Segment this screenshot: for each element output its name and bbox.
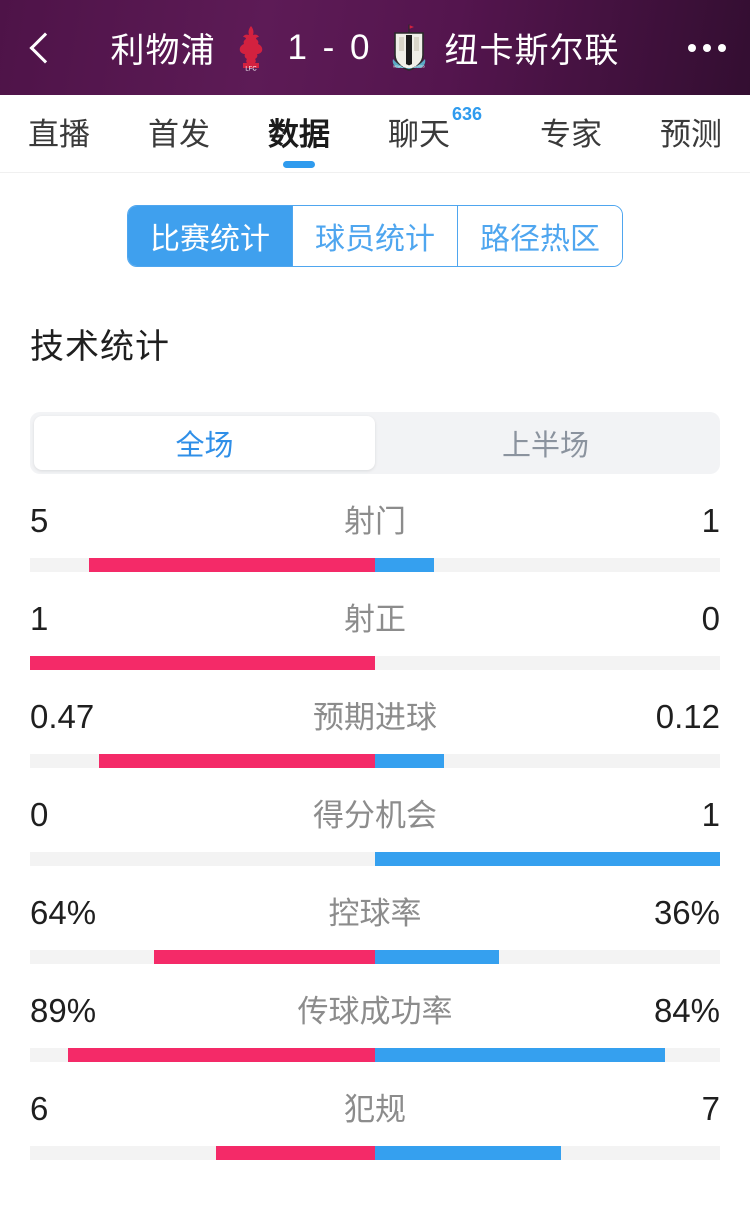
stat-away-value: 84%	[653, 992, 720, 1029]
stat-row: 1 射正 0	[0, 594, 750, 670]
stat-header: 89% 传球成功率 84%	[30, 986, 720, 1040]
stat-header: 0 得分机会 1	[30, 790, 720, 844]
stat-bar-track	[30, 754, 720, 768]
stat-bar-home	[154, 950, 375, 964]
stat-bar-away	[375, 852, 720, 866]
stat-away-value: 0.12	[655, 698, 720, 735]
stat-bar-home	[88, 558, 375, 572]
stat-bar-away	[375, 1048, 665, 1062]
stat-row: 0 得分机会 1	[0, 790, 750, 866]
tab-prediction[interactable]: 预测	[658, 97, 724, 170]
score-value: 1 - 0	[287, 27, 373, 67]
period-toggle: 全场 上半场	[30, 412, 720, 474]
stat-bar-home	[99, 754, 375, 768]
stat-home-value: 0	[30, 796, 49, 833]
stat-header: 64% 控球率 36%	[30, 888, 720, 942]
stat-bar-home	[67, 1048, 375, 1062]
match-header: 利物浦 LFC 1 - 0 NEWCASTLE UNITED 纽卡斯尔联	[0, 0, 750, 95]
stat-header: 5 射门 1	[30, 496, 720, 550]
tab-chat[interactable]: 聊天 636	[386, 97, 484, 170]
stat-bar-track	[30, 1146, 720, 1160]
chat-count-badge: 636	[451, 104, 482, 124]
stat-bar-away	[375, 558, 434, 572]
home-team-name: 利物浦	[110, 32, 216, 70]
tab-experts[interactable]: 专家	[538, 97, 604, 170]
stat-home-value: 6	[30, 1090, 49, 1127]
tab-label: 首发	[147, 117, 210, 152]
stat-label: 得分机会	[313, 798, 437, 833]
stat-home-value: 89%	[30, 992, 97, 1029]
tab-stats[interactable]: 数据	[266, 97, 332, 170]
main-tab-bar: 直播 首发 数据 聊天 636 专家 预测	[0, 95, 750, 173]
stat-row: 64% 控球率 36%	[0, 888, 750, 964]
period-full-match[interactable]: 全场	[34, 416, 375, 470]
stat-label: 射门	[344, 504, 406, 539]
stat-bar-track	[30, 852, 720, 866]
stat-label: 传球成功率	[297, 994, 453, 1029]
stat-bar-home	[216, 1146, 375, 1160]
more-options-icon[interactable]	[664, 0, 750, 95]
stat-header: 1 射正 0	[30, 594, 720, 648]
stat-home-value: 1	[30, 600, 49, 637]
scoreline[interactable]: 利物浦 LFC 1 - 0 NEWCASTLE UNITED 纽卡斯尔联	[66, 0, 664, 95]
stat-bar-away	[375, 1146, 562, 1160]
away-team-name: 纽卡斯尔联	[444, 32, 620, 70]
stats-segmented-control: 比赛统计 球员统计 路径热区	[127, 205, 623, 267]
liverpool-crest-icon: LFC	[240, 25, 263, 72]
segment-player-stats[interactable]: 球员统计	[293, 206, 458, 266]
stat-row: 5 射门 1	[0, 496, 750, 572]
stat-bar-track	[30, 1048, 720, 1062]
stat-away-value: 36%	[653, 894, 720, 931]
stat-header: 0.47 预期进球 0.12	[30, 692, 720, 746]
svg-text:NEWCASTLE UNITED: NEWCASTLE UNITED	[393, 64, 425, 68]
tab-label: 聊天	[387, 117, 450, 152]
tab-live[interactable]: 直播	[26, 97, 92, 170]
stat-row: 6 犯规 7	[0, 1084, 750, 1160]
stat-header: 6 犯规 7	[30, 1084, 720, 1138]
stats-segmented-wrap: 比赛统计 球员统计 路径热区	[0, 173, 750, 293]
stat-home-value: 0.47	[30, 698, 95, 735]
newcastle-crest-icon: NEWCASTLE UNITED	[392, 24, 425, 71]
stat-bar-away	[375, 754, 444, 768]
stat-label: 控球率	[328, 896, 422, 931]
period-first-half[interactable]: 上半场	[501, 430, 589, 462]
tab-label: 数据	[267, 117, 330, 152]
stat-bar-away	[375, 950, 500, 964]
segment-heatmap[interactable]: 路径热区	[458, 206, 622, 266]
tab-label: 专家	[539, 117, 602, 152]
stat-label: 射正	[344, 602, 406, 637]
stat-bar-track	[30, 558, 720, 572]
stat-label: 预期进球	[313, 700, 437, 735]
tab-label: 预测	[659, 117, 722, 152]
stat-home-value: 64%	[30, 894, 97, 931]
stat-bar-home	[30, 656, 375, 670]
tab-lineups[interactable]: 首发	[146, 97, 212, 170]
stat-label: 犯规	[344, 1092, 406, 1127]
stat-bar-track	[30, 950, 720, 964]
stats-list: 5 射门 1 1 射正 0 0.47 预期进球 0.12	[0, 474, 750, 1160]
segment-match-stats[interactable]: 比赛统计	[128, 206, 293, 266]
stat-away-value: 1	[701, 502, 720, 539]
stat-away-value: 1	[701, 796, 720, 833]
stat-row: 0.47 预期进球 0.12	[0, 692, 750, 768]
svg-text:LFC: LFC	[246, 66, 258, 72]
stat-away-value: 7	[701, 1090, 720, 1127]
chevron-left-icon	[30, 31, 50, 65]
stat-away-value: 0	[701, 600, 720, 637]
section-title: 技术统计	[30, 328, 170, 366]
stat-bar-track	[30, 656, 720, 670]
tab-label: 直播	[28, 117, 90, 152]
stat-row: 89% 传球成功率 84%	[0, 986, 750, 1062]
stat-home-value: 5	[30, 502, 49, 539]
